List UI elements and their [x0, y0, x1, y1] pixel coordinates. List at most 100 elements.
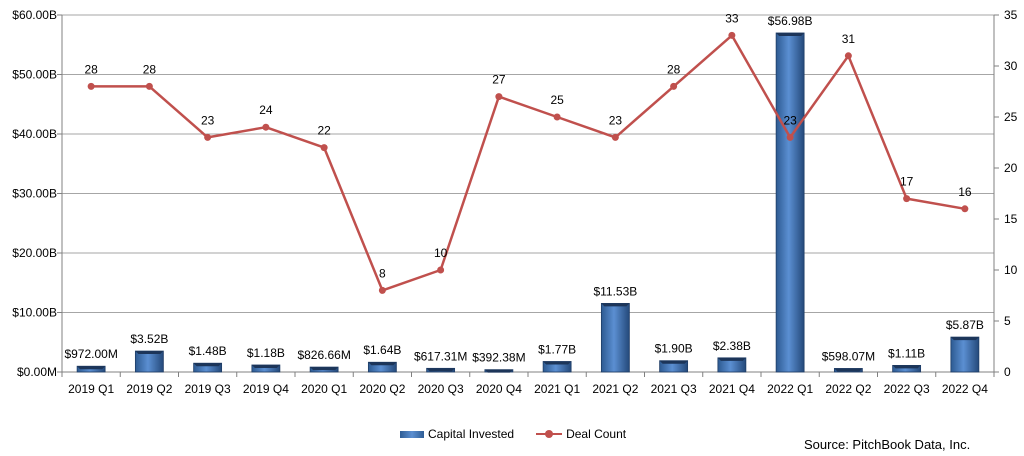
bar-data-label: $1.18B	[247, 346, 285, 360]
bar	[484, 369, 514, 373]
deal-count-point	[903, 195, 911, 203]
bar-top-bevel	[484, 369, 513, 373]
deal-count-point	[844, 52, 852, 60]
legend: Capital Invested Deal Count	[400, 427, 648, 441]
y-right-tick-label: 0	[1004, 365, 1011, 379]
data-labels: $972.00M $3.52B $1.48B $1.18B $826.66M $1.64B…	[64, 11, 983, 364]
y-left-tick-label: $20.00B	[12, 246, 57, 260]
bar-data-label: $1.64B	[363, 343, 401, 357]
deal-count-data-label: 28	[84, 62, 98, 76]
deal-count-data-label: 23	[201, 113, 215, 127]
bar-data-label: $56.98B	[768, 14, 813, 28]
y-right-tick-label: 15	[1004, 212, 1018, 226]
bar-body	[775, 32, 805, 373]
y-left-tick-label: $10.00B	[12, 306, 57, 320]
deal-count-data-label: 10	[434, 246, 448, 260]
deal-count-point	[611, 133, 619, 141]
deal-count-data-label: 24	[259, 103, 273, 117]
deal-count-point	[145, 82, 153, 90]
bar-data-label: $598.07M	[822, 349, 875, 363]
axes: $0.00M $10.00B $20.00B $30.00B $40.00B $50.00…	[12, 8, 1017, 396]
x-tick-label: 2020 Q4	[476, 382, 522, 396]
legend-item-deal-count: Deal Count	[536, 427, 626, 441]
deal-count-data-label: 27	[492, 73, 506, 87]
bar	[600, 302, 630, 373]
x-tick-label: 2019 Q4	[243, 382, 289, 396]
bar-top-bevel	[193, 363, 222, 367]
bar-top-bevel	[892, 365, 921, 369]
x-tick-label: 2022 Q3	[884, 382, 930, 396]
x-tick-label: 2021 Q1	[534, 382, 580, 396]
bar-data-label: $3.52B	[130, 332, 168, 346]
bar	[833, 368, 863, 373]
y-left-tick-label: $0.00M	[17, 365, 57, 379]
bar-data-label: $617.31M	[414, 349, 467, 363]
x-tick-label: 2022 Q1	[767, 382, 813, 396]
bar	[309, 366, 339, 373]
bar-data-label: $2.38B	[713, 339, 751, 353]
bar-data-label: $11.53B	[593, 284, 637, 298]
gridlines	[62, 14, 994, 373]
bar-top-bevel	[601, 303, 630, 307]
y-left-tick-label: $60.00B	[12, 8, 57, 22]
deal-count-point	[670, 82, 678, 90]
bar	[251, 364, 281, 373]
deal-count-data-label: 28	[143, 62, 157, 76]
source-note: Source: PitchBook Data, Inc.	[804, 437, 971, 452]
bar	[76, 365, 106, 373]
legend-label-deal-count: Deal Count	[566, 427, 627, 441]
y-right-tick-label: 25	[1004, 110, 1018, 124]
y-right-tick-label: 35	[1004, 8, 1018, 22]
legend-swatch-bar	[400, 430, 424, 438]
bar-data-label: $1.48B	[189, 344, 227, 358]
bar	[426, 367, 456, 373]
x-tick-label: 2022 Q2	[825, 382, 871, 396]
bar-top-bevel	[310, 367, 339, 371]
legend-item-capital-invested: Capital Invested	[400, 427, 514, 441]
bar	[950, 336, 980, 373]
deal-count-point	[553, 113, 561, 121]
x-tick-label: 2020 Q1	[301, 382, 347, 396]
deal-count-point	[378, 286, 386, 294]
bar-data-label: $1.90B	[655, 342, 693, 356]
deal-count-data-label: 23	[783, 113, 797, 127]
deal-count-polyline	[91, 34, 966, 292]
deal-count-point	[262, 123, 270, 131]
deal-count-point	[961, 205, 969, 213]
bar-top-bevel	[717, 357, 746, 361]
bar-data-label: $5.87B	[946, 318, 984, 332]
bar-top-bevel	[135, 351, 164, 355]
bar	[775, 32, 805, 373]
deal-count-data-label: 22	[317, 124, 331, 138]
y-left-tick-label: $30.00B	[12, 187, 57, 201]
bar-top-bevel	[426, 368, 455, 372]
bar-top-bevel	[776, 32, 805, 36]
bar	[717, 357, 747, 373]
bar	[193, 362, 223, 373]
deal-count-data-label: 23	[609, 113, 623, 127]
deal-count-data-label: 33	[725, 11, 739, 25]
legend-swatch-line	[536, 430, 563, 438]
x-tick-label: 2021 Q4	[709, 382, 755, 396]
bar-top-bevel	[77, 366, 106, 370]
bar-body	[600, 302, 630, 373]
deal-count-point	[728, 31, 736, 39]
x-tick-label: 2019 Q3	[185, 382, 231, 396]
deal-count-point	[786, 133, 794, 141]
bar	[134, 350, 164, 373]
deal-count-data-label: 25	[550, 93, 564, 107]
x-tick-label: 2021 Q2	[592, 382, 638, 396]
x-tick-label: 2019 Q2	[126, 382, 172, 396]
deal-count-data-label: 16	[958, 185, 972, 199]
bar	[367, 361, 397, 373]
bar-data-label: $826.66M	[297, 348, 350, 362]
y-left-tick-label: $40.00B	[12, 127, 57, 141]
y-right-tick-label: 10	[1004, 263, 1018, 277]
capital-invested-bars	[76, 32, 980, 373]
bar	[892, 364, 922, 373]
x-tick-label: 2021 Q3	[651, 382, 697, 396]
bar-data-label: $972.00M	[64, 347, 117, 361]
bar-top-bevel	[368, 362, 397, 366]
bar-body	[134, 350, 164, 373]
